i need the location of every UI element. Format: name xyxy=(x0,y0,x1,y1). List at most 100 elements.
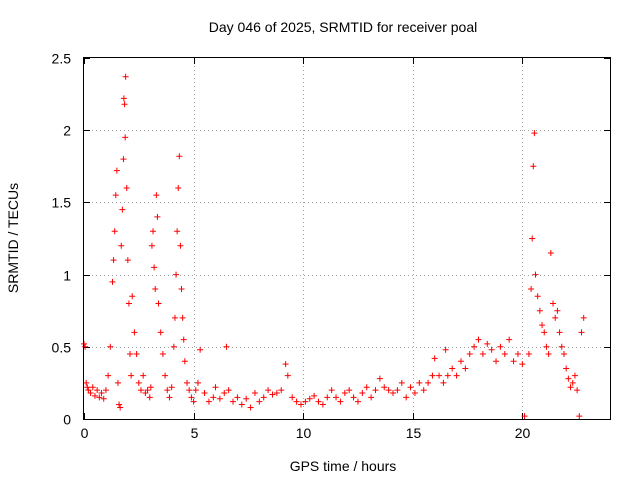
data-point xyxy=(190,398,197,405)
data-point xyxy=(368,394,375,401)
tick-labels: 0 5 10 15 20 0 0.5 1 1.5 2 2.5 xyxy=(52,51,531,442)
data-point xyxy=(144,387,151,394)
data-point xyxy=(256,398,263,405)
data-point xyxy=(550,300,557,307)
data-point xyxy=(558,343,565,350)
x-tick-label: 5 xyxy=(191,425,199,441)
data-point xyxy=(173,271,180,278)
data-point xyxy=(212,384,219,391)
data-point xyxy=(89,384,96,391)
data-point xyxy=(94,387,101,394)
plot-frame xyxy=(83,57,611,420)
data-point xyxy=(563,365,570,372)
data-point xyxy=(436,372,443,379)
data-point xyxy=(105,372,112,379)
data-point xyxy=(528,286,535,293)
data-point xyxy=(560,351,567,358)
data-point xyxy=(153,192,160,199)
data-point xyxy=(543,343,550,350)
data-point xyxy=(497,343,504,350)
data-point xyxy=(532,271,539,278)
data-point xyxy=(565,375,572,382)
data-point xyxy=(484,340,491,347)
data-point xyxy=(580,314,587,321)
data-point xyxy=(251,390,258,397)
data-point xyxy=(519,361,526,368)
data-point xyxy=(466,351,473,358)
data-point xyxy=(112,192,119,199)
data-point xyxy=(501,351,508,358)
data-point xyxy=(354,398,361,405)
data-point xyxy=(201,390,208,397)
data-point xyxy=(87,390,94,397)
data-point xyxy=(91,392,98,399)
data-point xyxy=(120,156,127,163)
data-point xyxy=(225,387,232,394)
data-point xyxy=(411,390,418,397)
data-point xyxy=(186,387,193,394)
data-point xyxy=(170,343,177,350)
data-point xyxy=(117,404,124,411)
data-point xyxy=(174,228,181,235)
data-point xyxy=(230,398,237,405)
data-point xyxy=(119,206,126,213)
data-point xyxy=(337,398,344,405)
x-axis-title: GPS time / hours xyxy=(290,458,397,474)
data-point xyxy=(431,355,438,362)
data-point xyxy=(545,351,552,358)
data-point xyxy=(166,394,173,401)
data-point xyxy=(506,336,513,343)
data-point xyxy=(114,379,121,386)
y-tick-label: 2.5 xyxy=(52,51,72,67)
data-point xyxy=(216,395,223,402)
data-point xyxy=(319,401,326,408)
data-point xyxy=(140,372,147,379)
data-point xyxy=(205,398,212,405)
data-point xyxy=(453,372,460,379)
data-point xyxy=(429,372,436,379)
y-tick-label: 1.5 xyxy=(52,195,72,211)
data-point xyxy=(148,242,155,249)
data-point xyxy=(534,293,541,300)
data-point xyxy=(278,387,285,394)
data-point xyxy=(416,379,423,386)
data-point xyxy=(164,387,171,394)
data-point xyxy=(444,372,451,379)
x-tick-label: 15 xyxy=(406,425,422,441)
data-point xyxy=(376,375,383,382)
data-point xyxy=(192,387,199,394)
data-point xyxy=(541,329,548,336)
data-point xyxy=(150,228,157,235)
data-point xyxy=(341,390,348,397)
data-point xyxy=(265,387,272,394)
data-point xyxy=(403,394,410,401)
data-point xyxy=(111,228,118,235)
data-point xyxy=(146,394,153,401)
data-point xyxy=(109,278,116,285)
y-tick-label: 0.5 xyxy=(52,340,72,356)
data-point xyxy=(457,358,464,365)
data-point xyxy=(133,351,140,358)
data-point xyxy=(123,184,130,191)
data-point xyxy=(372,387,379,394)
data-point xyxy=(530,163,537,170)
data-point xyxy=(398,379,405,386)
data-point xyxy=(84,384,91,391)
y-tick-label: 1 xyxy=(63,268,71,284)
data-point xyxy=(175,184,182,191)
data-point xyxy=(122,73,129,80)
data-point xyxy=(197,346,204,353)
data-point xyxy=(180,336,187,343)
data-point xyxy=(98,390,105,397)
data-point xyxy=(297,401,304,408)
data-point xyxy=(155,300,162,307)
data-point xyxy=(118,242,125,249)
data-point xyxy=(529,235,536,242)
data-point xyxy=(110,257,117,264)
data-point xyxy=(96,394,103,401)
data-point xyxy=(311,392,318,399)
data-point xyxy=(234,394,241,401)
x-tick-label: 10 xyxy=(296,425,312,441)
data-point xyxy=(179,314,186,321)
data-point xyxy=(122,134,129,141)
